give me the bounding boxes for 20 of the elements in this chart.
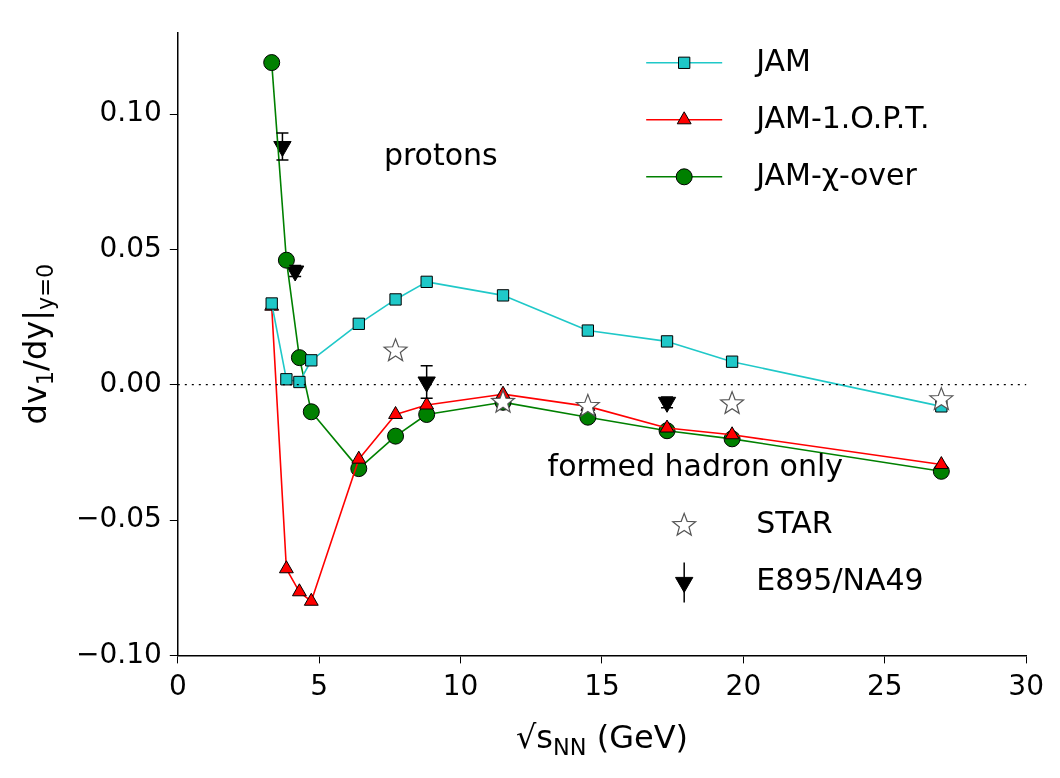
x-tick-label: 15 — [584, 669, 620, 703]
y-tick-label: 0.10 — [99, 95, 162, 129]
y-axis-title: dv1/dy|y=0 — [16, 263, 59, 425]
y-tick-label: 0.00 — [99, 365, 162, 399]
legend-label: JAM-1.O.P.T. — [754, 99, 930, 135]
legend-label: JAM-χ-over — [754, 156, 918, 192]
y-tick-label: −0.05 — [75, 501, 162, 535]
x-tick-label: 10 — [442, 669, 479, 703]
x-tick-label: 20 — [725, 669, 762, 703]
legend-label: STAR — [756, 505, 833, 541]
annotation: protons — [383, 137, 498, 173]
x-tick-label: 30 — [1008, 669, 1045, 703]
y-tick-label: −0.10 — [75, 636, 162, 670]
x-tick-label: 25 — [866, 669, 903, 703]
legend-label: E895/NA49 — [756, 562, 924, 598]
x-tick-label: 5 — [310, 669, 329, 703]
annotation: formed hadron only — [547, 448, 844, 484]
x-tick-label: 0 — [168, 669, 187, 703]
legend-label: JAM — [754, 42, 811, 78]
y-tick-label: 0.05 — [99, 230, 162, 264]
